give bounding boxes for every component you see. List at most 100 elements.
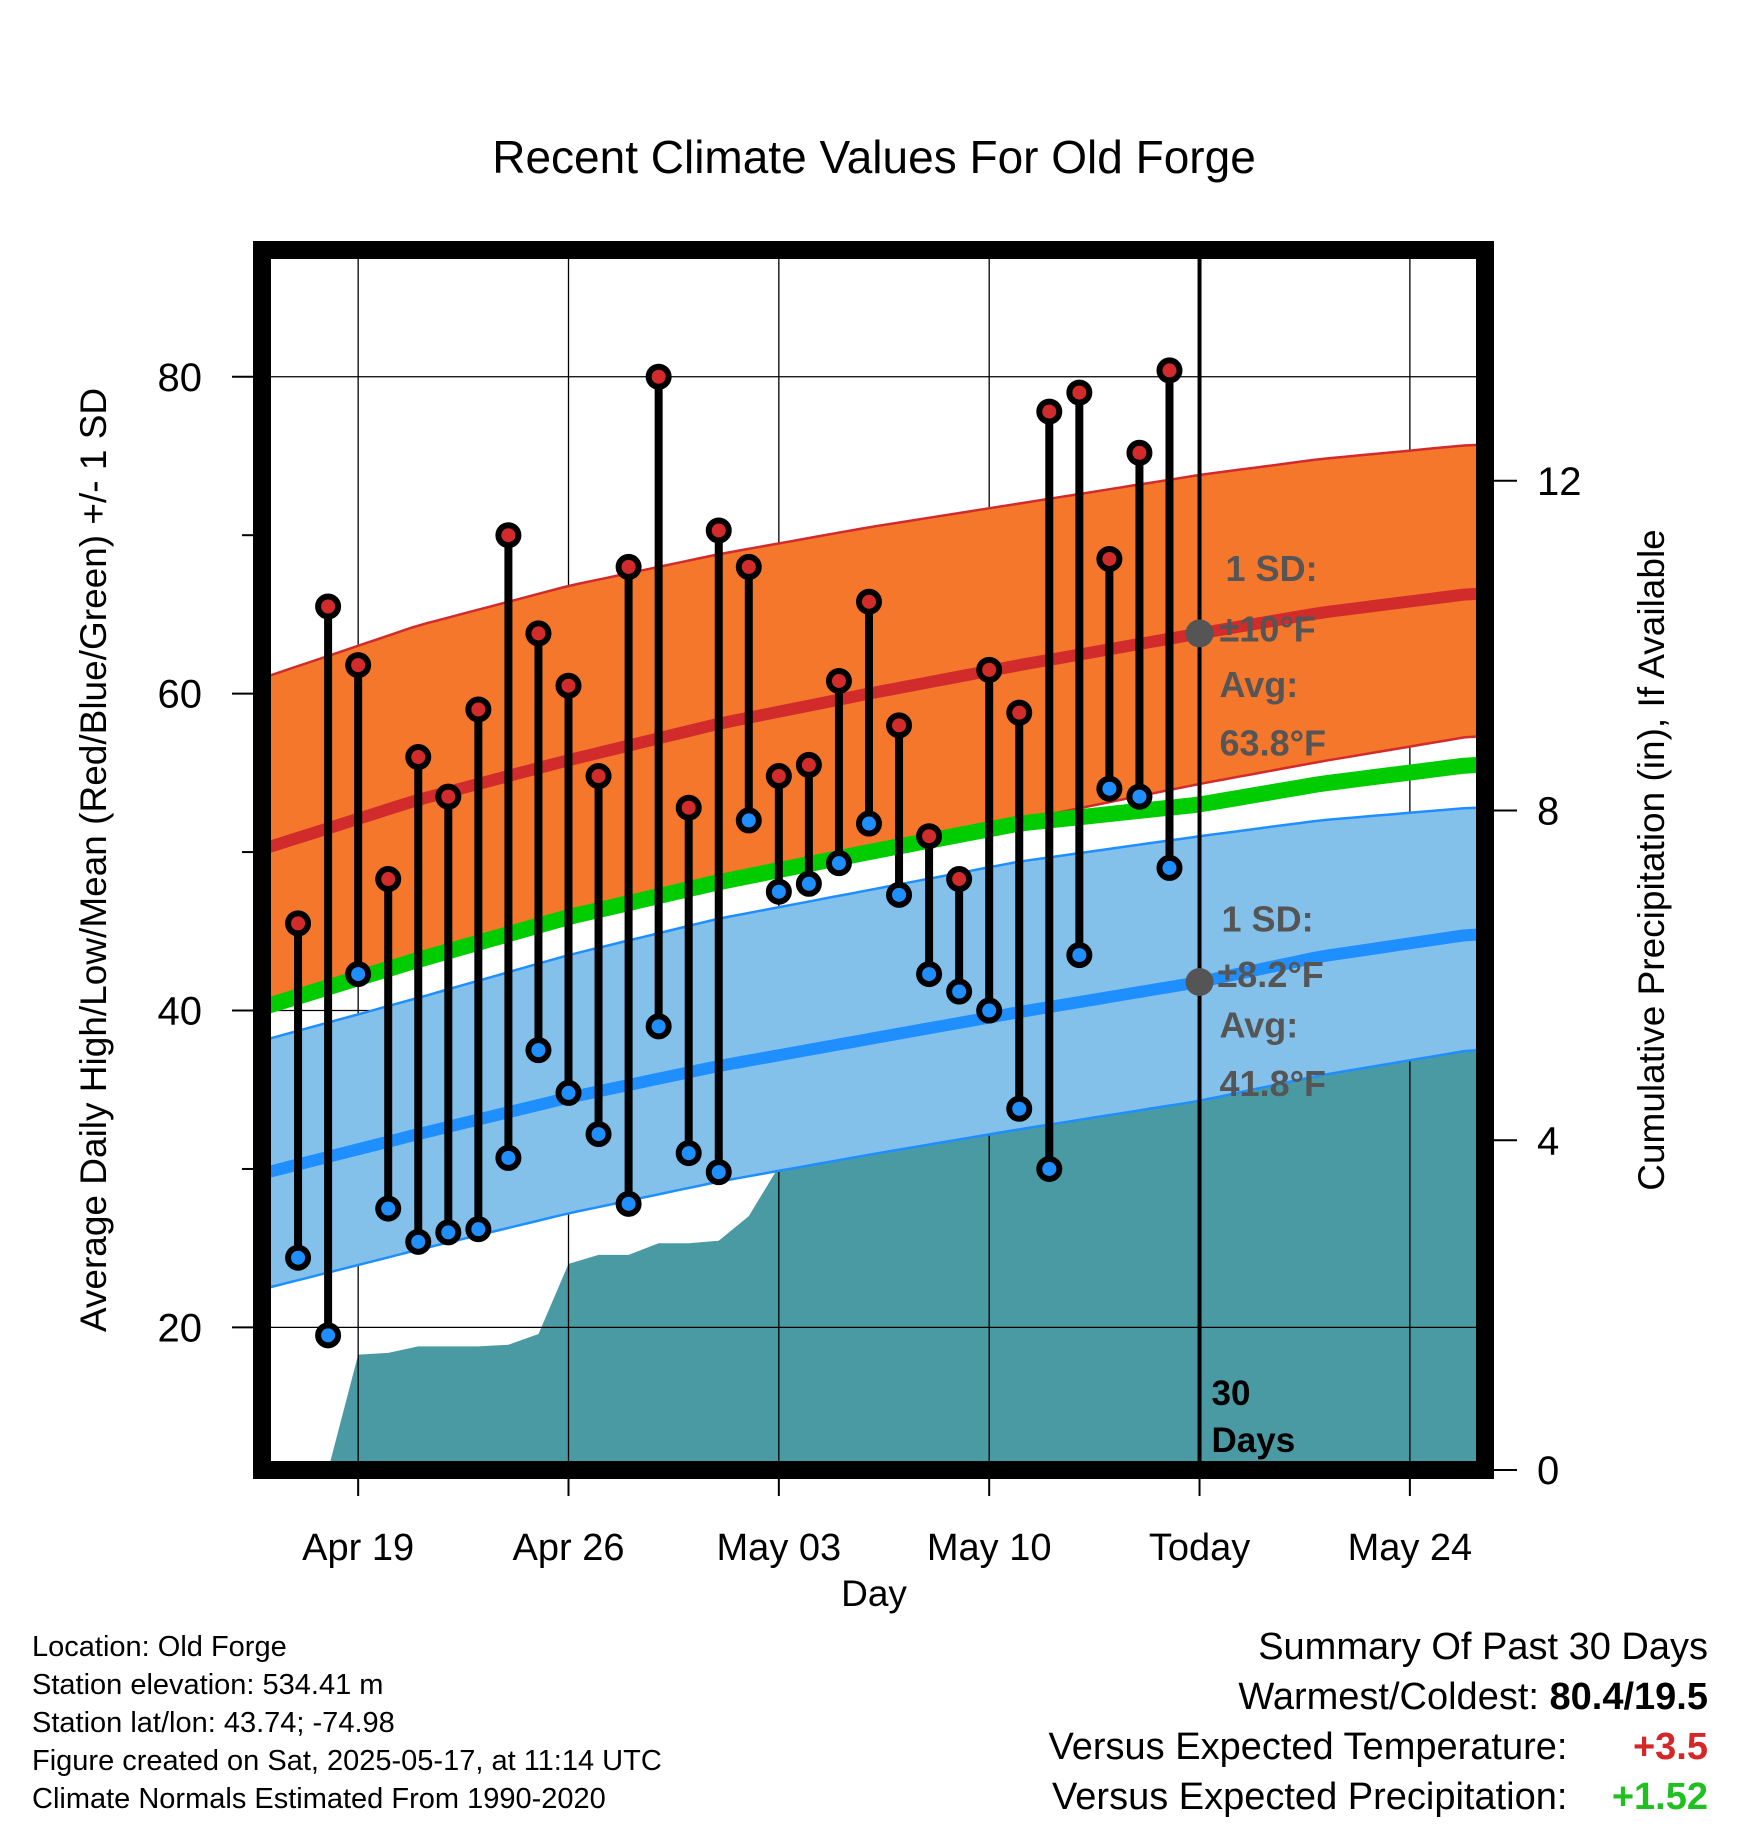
daily-low-point: [585, 1121, 612, 1148]
x-tick-label: May 24: [1348, 1527, 1473, 1569]
daily-high-point: [976, 656, 1003, 683]
daily-low-point: [1096, 775, 1123, 802]
x-tick-label: May 10: [927, 1527, 1052, 1569]
latlon-text: Station lat/lon: 43.74; -74.98: [32, 1707, 395, 1739]
high-sd-upper-edge: [262, 443, 1480, 680]
avg-mean-line: [262, 756, 1480, 1016]
daily-low-point: [1126, 783, 1153, 810]
daily-low-point: [1036, 1155, 1063, 1182]
daily-low-point: [825, 850, 852, 877]
daily-high-point: [615, 553, 642, 580]
daily-high-point: [1156, 357, 1183, 384]
x-axis-title: Day: [841, 1573, 907, 1614]
temp-vs-expected-row: Versus Expected Temperature: +3.5: [1049, 1722, 1708, 1772]
daily-high-point: [675, 794, 702, 821]
elevation-text: Station elevation: 534.41 m: [32, 1669, 384, 1701]
today-layer: [1185, 250, 1214, 1470]
daily-high-point: [886, 712, 913, 739]
created-text: Figure created on Sat, 2025-05-17, at 11…: [32, 1745, 662, 1777]
daily-low-point: [855, 810, 882, 837]
low-sd-label: 1 SD:: [1222, 898, 1314, 939]
warmest-value: 80.4/19.5: [1549, 1676, 1708, 1718]
daily-high-point: [916, 823, 943, 850]
daily-low-point: [495, 1144, 522, 1171]
daily-low-point: [315, 1322, 342, 1349]
low-sd-lower-edge: [262, 1048, 1480, 1291]
y-axis-left-title: Average Daily High/Low/Mean (Red/Blue/Gr…: [73, 388, 114, 1332]
daily-high-point: [405, 744, 432, 771]
high-avg-label: Avg:: [1220, 664, 1299, 705]
daily-low-point: [946, 978, 973, 1005]
annotation-layer: 1 SD: ±10°F Avg: 63.8°F 1 SD: ±8.2°F Avg: 41.8°…: [1212, 548, 1326, 1460]
daily-high-point: [375, 866, 402, 893]
daily-high-point: [765, 763, 792, 790]
daily-high-point: [315, 593, 342, 620]
chart-title: Recent Climate Values For Old Forge: [492, 131, 1256, 183]
daily-low-point: [886, 881, 913, 908]
y-right-tick-label: 0: [1537, 1449, 1559, 1493]
location-text: Location: Old Forge: [32, 1631, 287, 1663]
daily-bars-layer: [285, 357, 1183, 1349]
temp-vs-expected-value: +3.5: [1632, 1726, 1708, 1768]
daily-low-point: [645, 1013, 672, 1040]
precip-vs-expected-row: Versus Expected Precipitation: +1.52: [1049, 1772, 1708, 1822]
x-tick-label: Today: [1149, 1527, 1250, 1569]
daily-high-point: [645, 363, 672, 390]
low-sd-value: ±8.2°F: [1218, 954, 1324, 995]
y-left-tick-label: 40: [158, 990, 203, 1034]
daily-low-point: [1156, 854, 1183, 881]
daily-high-point: [735, 553, 762, 580]
daily-low-point: [285, 1244, 312, 1271]
x-tick-label: May 03: [717, 1527, 842, 1569]
days-number: 30: [1212, 1374, 1251, 1413]
plot-frame: [253, 241, 1494, 1479]
x-tick-label: Apr 19: [302, 1527, 414, 1569]
daily-high-point: [946, 866, 973, 893]
warmest-coldest-row: Warmest/Coldest: 80.4/19.5: [1049, 1672, 1708, 1722]
low-avg-label: Avg:: [1220, 1004, 1299, 1045]
y-right-tick-label: 8: [1537, 790, 1559, 834]
precip-vs-expected-label: Versus Expected Precipitation:: [1052, 1776, 1568, 1818]
climate-chart: Recent Climate Values For Old Forge 2040…: [73, 131, 1672, 1614]
daily-high-point: [705, 517, 732, 544]
x-tick-label: Apr 26: [513, 1527, 625, 1569]
daily-high-point: [435, 783, 462, 810]
y-axis-right-title: Cumulative Precipitation (in), If Availa…: [1631, 529, 1672, 1191]
y-right-tick-label: 12: [1537, 460, 1582, 504]
daily-high-point: [585, 763, 612, 790]
daily-low-point: [765, 878, 792, 905]
daily-low-point: [976, 997, 1003, 1024]
daily-low-point: [916, 961, 943, 988]
daily-low-point: [675, 1140, 702, 1167]
daily-low-point: [1066, 942, 1093, 969]
left-axis: 20 40 60 80: [158, 356, 253, 1350]
daily-low-point: [375, 1195, 402, 1222]
station-info: Location: Old Forge Station elevation: 5…: [32, 1628, 662, 1818]
daily-high-point: [1066, 379, 1093, 406]
y-left-tick-label: 20: [158, 1306, 203, 1350]
low-sd-upper-edge: [262, 806, 1480, 1042]
precip-vs-expected-value: +1.52: [1611, 1776, 1708, 1818]
daily-low-point: [405, 1228, 432, 1255]
daily-high-point: [795, 751, 822, 778]
temp-vs-expected-label: Versus Expected Temperature:: [1048, 1726, 1568, 1768]
avg-low-line: [262, 928, 1480, 1180]
daily-low-point: [1006, 1095, 1033, 1122]
daily-low-point: [735, 807, 762, 834]
daily-high-point: [465, 696, 492, 723]
right-axis: 0 4 8 12: [1494, 460, 1582, 1493]
summary-panel: Summary Of Past 30 Days Warmest/Coldest:…: [1049, 1622, 1708, 1822]
today-avg-low-marker: [1185, 968, 1214, 996]
y-right-tick-label: 4: [1537, 1119, 1559, 1163]
daily-low-point: [345, 961, 372, 988]
daily-high-point: [1126, 439, 1153, 466]
daily-low-point: [705, 1159, 732, 1186]
daily-high-point: [345, 652, 372, 679]
precip-area: [304, 1006, 1485, 1470]
daily-high-point: [1036, 398, 1063, 425]
high-avg-value: 63.8°F: [1220, 722, 1326, 763]
high-sd-label: 1 SD:: [1226, 548, 1318, 589]
normals-text: Climate Normals Estimated From 1990-2020: [32, 1783, 606, 1815]
bottom-axis: Apr 19 Apr 26 May 03 May 10 Today May 24: [302, 1479, 1472, 1569]
daily-low-point: [795, 870, 822, 897]
